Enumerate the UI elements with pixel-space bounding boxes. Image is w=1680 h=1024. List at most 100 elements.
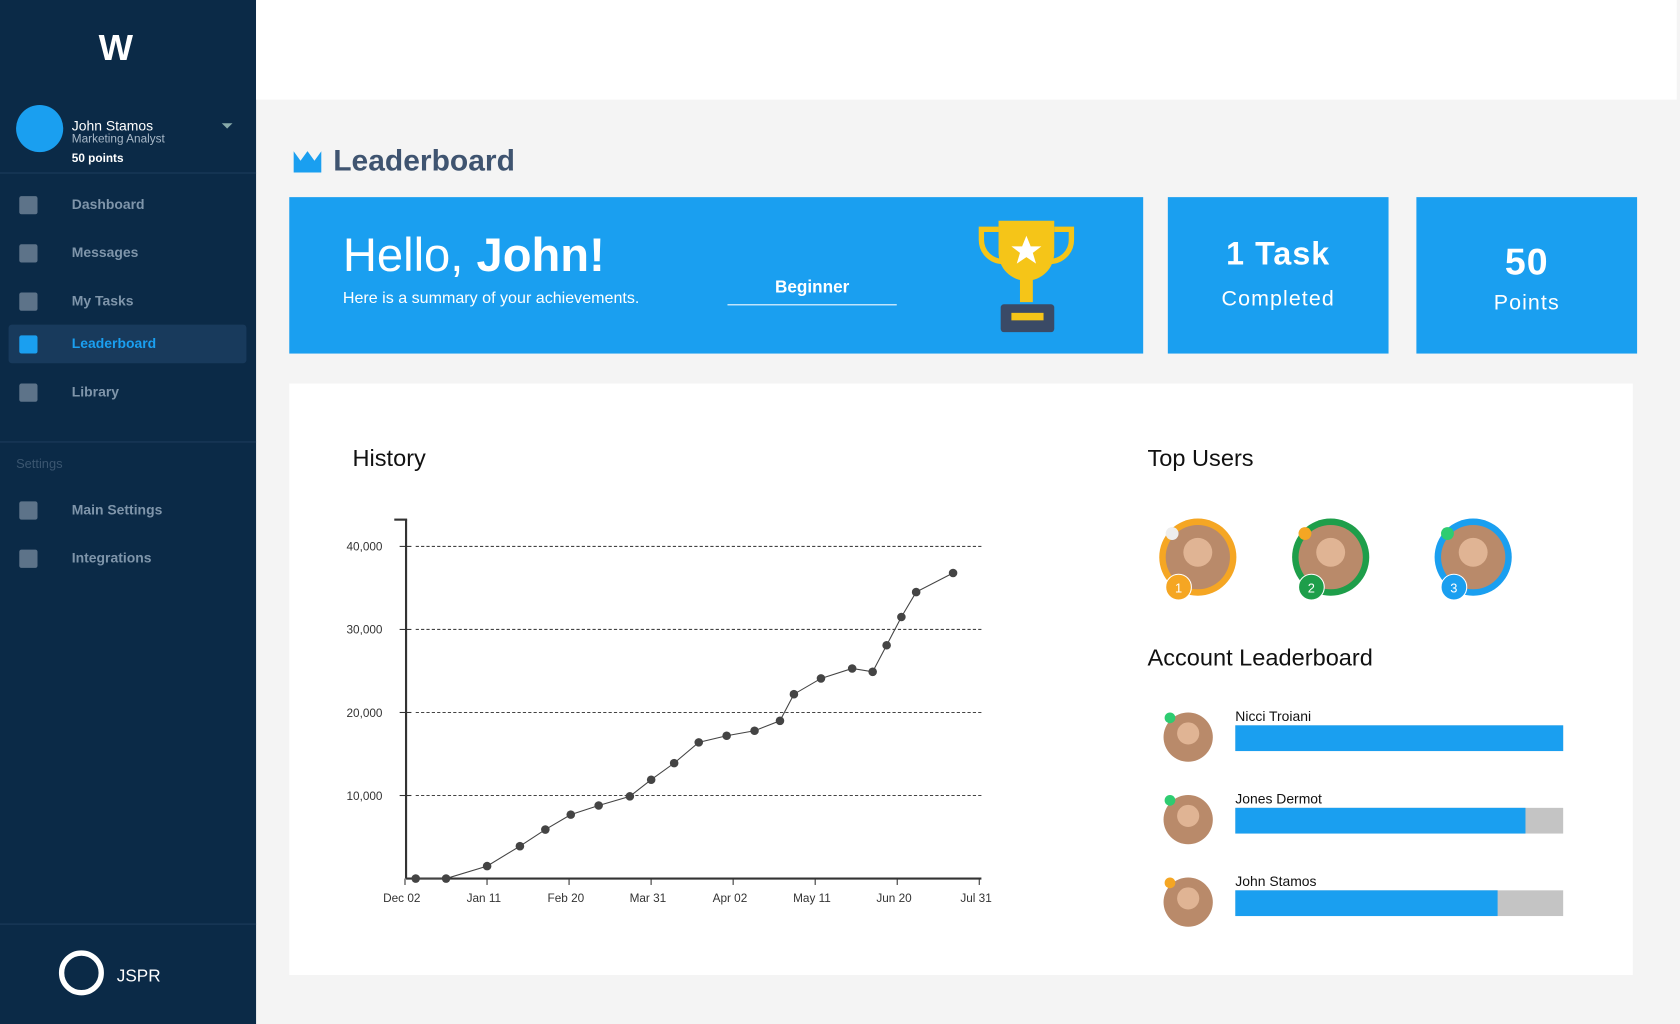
history-point [722,731,731,741]
divider [0,441,257,443]
nav-icon [19,549,38,568]
nav-icon [19,292,38,311]
history-point [594,801,603,810]
nav-icon [19,383,38,402]
nav-icon [19,196,38,215]
nav-label: Dashboard [71,196,145,213]
rank-number: 1 [1175,580,1182,595]
leaderboard-title: Account Leaderboard [1147,643,1373,671]
stat-label: Points [1493,291,1560,315]
divider [0,923,257,925]
nav-label: My Tasks [71,292,134,309]
summary: Here is a summary of your achievements. [342,289,640,308]
nav-icon [19,244,38,263]
stat-card: 50 Points [1416,197,1638,354]
nav-item[interactable]: Main Settings [0,491,256,530]
rank-number: 2 [1308,580,1315,595]
nav-label: Leaderboard [71,335,157,352]
nav-item[interactable]: Integrations [0,539,256,578]
top-users-title: Top Users [1147,444,1254,472]
rank-badge [1440,573,1468,601]
history-point [948,568,958,578]
user-points: 50 points [71,152,124,165]
settings-label: Settings [16,456,63,472]
entry-name: John Stamos [1235,873,1316,889]
nav-label: Main Settings [71,501,163,518]
avatar-head [1177,887,1200,910]
progress-bar [1235,890,1498,917]
history-point [897,612,906,622]
x-tick-label: Jan 11 [467,892,501,905]
top-bar [256,0,1677,100]
nav-label: Messages [71,244,139,261]
stat-card: 1 Task Completed [1167,197,1389,354]
status-dot [1164,712,1176,724]
user-avatar[interactable] [16,104,64,153]
stat-value: 1 Task [1226,236,1331,273]
avatar-head [1183,537,1213,567]
x-tick-label: Jul 31 [960,892,991,905]
status-dot [1298,527,1312,540]
avatar-head [1177,722,1200,745]
history-point [625,792,635,801]
history-point [911,587,921,597]
avatar-head [1316,537,1346,567]
trophy-icon [978,220,1075,333]
greeting: Hello, John! [343,229,605,283]
history-point [816,674,826,683]
brand-name: JSPR [116,967,161,986]
history-point [541,825,550,834]
y-tick-label: 20,000 [346,707,382,720]
stat-value: 50 [1504,241,1549,283]
brand-logo [58,950,104,996]
history-point [868,667,877,677]
greeting-text: Hello, [342,229,464,282]
x-tick-label: Feb 20 [548,892,585,905]
level-badge: Beginner [727,279,897,306]
greeting-name: John! [476,229,605,282]
x-tick-label: Jun 20 [876,892,912,905]
progress-bar [1235,807,1526,834]
nav-item[interactable]: Library [0,373,256,412]
welcome-card: Hello, John! Here is a summary of your a… [289,197,1144,354]
nav-item[interactable]: My Tasks [0,282,256,321]
nav-icon [19,501,38,520]
status-dot [1441,527,1454,540]
entry-name: Nicci Troiani [1235,708,1311,724]
y-tick-label: 30,000 [346,624,382,637]
stat-label: Completed [1221,287,1335,311]
logo: W [98,27,133,69]
nav-item[interactable]: Dashboard [0,185,256,224]
history-point [775,716,785,726]
history-point [789,689,799,699]
status-dot [1165,527,1179,540]
x-tick-label: May 11 [793,892,831,905]
nav-icon [19,335,38,354]
status-dot [1164,877,1176,889]
history-point [882,640,891,650]
history-point [694,738,704,747]
avatar-head [1177,804,1200,828]
status-dot [1164,794,1176,806]
rank-badge [1165,573,1192,601]
history-point [669,758,679,768]
history-chart: 10,000 20,000 30,000 40,000 Dec 02 Jan 11 Feb … [346,518,992,905]
nav-label: Integrations [71,549,152,566]
nav-item[interactable]: Leaderboard [8,324,247,364]
dropdown-caret[interactable] [221,123,233,134]
x-tick-label: Mar 31 [630,892,667,905]
rank-number: 3 [1450,580,1457,595]
rank-badge [1298,573,1325,601]
users-panel: 1 2 3 Nicci Troiani Jones Dermot John Stamos [1159,518,1564,927]
nav-item[interactable]: Messages [0,234,256,273]
history-point [515,841,525,851]
history-point [646,775,656,785]
entry-name: Jones Dermot [1235,791,1322,807]
y-tick-label: 10,000 [346,790,382,803]
avatar-head [1458,537,1488,567]
history-point [411,874,421,883]
crown-icon [293,151,322,173]
user-role: Marketing Analyst [71,132,165,146]
